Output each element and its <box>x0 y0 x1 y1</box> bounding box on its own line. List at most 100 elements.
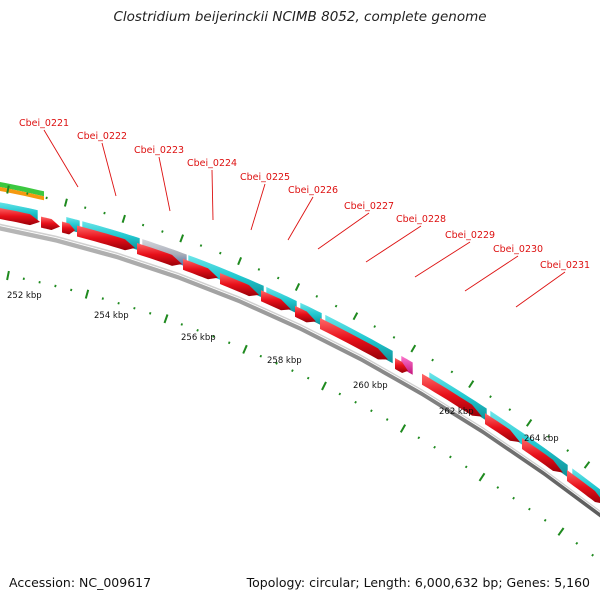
gene-label-cbei-0221[interactable]: Cbei_0221 <box>19 118 69 129</box>
inner-gc-tick <box>543 518 547 522</box>
reverse-gene-8[interactable] <box>261 290 291 311</box>
outer-gc-tick <box>219 251 222 255</box>
gene-label-cbei-0231[interactable]: Cbei_0231 <box>540 260 590 271</box>
reverse-gene-2[interactable] <box>41 216 60 230</box>
gene-label-cbei-0223[interactable]: Cbei_0223 <box>134 145 184 156</box>
reverse-gene-15[interactable] <box>567 470 600 504</box>
inner-gc-tick <box>163 314 169 324</box>
outer-gc-tick <box>315 294 319 298</box>
repeat-track-segment <box>0 187 44 201</box>
inner-gc-tick <box>70 288 73 292</box>
gc-skew-track <box>6 185 594 557</box>
outer-gc-tick <box>141 223 145 227</box>
reverse-gene-3[interactable] <box>62 221 75 235</box>
inner-gc-tick <box>464 465 468 469</box>
outer-gc-tick <box>276 276 280 280</box>
inner-gc-tick <box>6 270 10 281</box>
outer-gc-tick <box>547 435 550 438</box>
inner-gc-tick <box>512 496 515 500</box>
inner-gc-tick <box>557 527 565 536</box>
rna-track-segment <box>0 182 44 197</box>
inner-gc-tick <box>528 507 531 511</box>
outer-gc-tick <box>566 449 570 452</box>
gene-label-cbei-0222[interactable]: Cbei_0222 <box>77 131 127 142</box>
genome-backbone-highlight <box>0 223 600 512</box>
reverse-gene-1[interactable] <box>0 207 40 226</box>
gene-label-leader <box>211 169 214 221</box>
outer-gc-tick <box>257 268 261 271</box>
inner-gc-tick <box>275 361 278 365</box>
gene-label-group: 252 kbp 254 kbp 256 kbp 258 kbp 260 kbp 262 k… <box>7 118 590 444</box>
scale-label-3: 256 kbp <box>181 333 216 343</box>
inner-gc-tick <box>227 341 231 345</box>
outer-gc-tick <box>121 214 126 224</box>
gene-label-leader <box>365 225 422 263</box>
genome-title: Clostridium beijerinckii NCIMB 8052, com… <box>113 9 487 25</box>
feature-tracks <box>0 182 600 518</box>
scale-label-6: 262 kbp <box>439 407 474 417</box>
inner-gc-tick <box>449 455 452 459</box>
gene-label-leader <box>515 271 566 308</box>
gene-label-leader <box>414 241 471 278</box>
gene-label-cbei-0228[interactable]: Cbei_0228 <box>396 214 446 225</box>
outer-gc-tick <box>450 370 454 374</box>
inner-gc-tick <box>149 312 152 315</box>
gene-label-cbei-0230[interactable]: Cbei_0230 <box>493 244 543 255</box>
inner-gc-tick <box>117 301 120 305</box>
inner-gc-tick <box>591 553 594 557</box>
outer-gc-tick <box>352 312 359 321</box>
inner-gc-tick <box>478 472 486 482</box>
inner-gc-tick <box>180 323 184 326</box>
outer-gc-tick <box>84 206 87 209</box>
inner-gc-tick <box>338 392 342 396</box>
inner-gc-tick <box>433 445 436 449</box>
outer-gc-tick <box>161 230 164 233</box>
reverse-gene-4[interactable] <box>77 225 135 251</box>
reverse-gene-6[interactable] <box>183 258 218 280</box>
gene-label-cbei-0224[interactable]: Cbei_0224 <box>187 158 237 169</box>
outer-gc-tick <box>583 461 591 469</box>
reverse-gene-13[interactable] <box>485 413 520 443</box>
scale-label-5: 260 kbp <box>353 381 388 391</box>
inner-gc-tick <box>291 369 294 373</box>
outer-gc-tick <box>63 198 68 207</box>
reverse-gene-11[interactable] <box>395 357 408 373</box>
inner-gc-tick <box>354 400 357 404</box>
reverse-gene-9[interactable] <box>295 305 316 323</box>
gene-label-cbei-0225[interactable]: Cbei_0225 <box>240 172 290 183</box>
outer-gc-tick <box>179 234 185 243</box>
inner-gc-tick <box>212 335 215 338</box>
reverse-gene-10[interactable] <box>320 318 388 360</box>
inner-gc-tick <box>496 486 500 489</box>
outer-gc-tick <box>410 344 417 353</box>
reverse-gene-5[interactable] <box>137 243 182 266</box>
gene-label-leader <box>287 196 314 241</box>
outer-gc-tick <box>392 335 396 339</box>
reverse-gene-14[interactable] <box>522 438 563 473</box>
gene-label-leader <box>43 129 79 188</box>
inner-gc-tick <box>242 344 248 354</box>
inner-gc-tick <box>259 354 263 358</box>
gene-label-cbei-0227[interactable]: Cbei_0227 <box>344 201 394 212</box>
gene-label-cbei-0229[interactable]: Cbei_0229 <box>445 230 495 241</box>
genome-backbone <box>0 226 600 518</box>
gene-label-leader <box>101 142 117 197</box>
inner-gc-tick <box>370 409 373 413</box>
outer-gc-tick <box>508 408 512 411</box>
outer-gc-tick <box>294 282 301 292</box>
outer-gc-tick <box>468 380 475 389</box>
outer-gc-tick <box>334 304 338 308</box>
inner-gc-tick <box>306 376 310 380</box>
reverse-gene-12[interactable] <box>422 373 482 417</box>
outer-gc-tick <box>525 419 533 427</box>
outer-gc-tick <box>373 325 376 328</box>
scale-label-1: 252 kbp <box>7 291 42 301</box>
gene-label-leader <box>464 255 519 292</box>
gene-label-cbei-0226[interactable]: Cbei_0226 <box>288 185 338 196</box>
scale-label-2: 254 kbp <box>94 311 129 321</box>
reverse-gene-7[interactable] <box>220 273 259 297</box>
inner-gc-tick <box>101 297 104 300</box>
outer-gc-tick <box>489 395 492 399</box>
outer-gc-tick <box>45 196 48 200</box>
